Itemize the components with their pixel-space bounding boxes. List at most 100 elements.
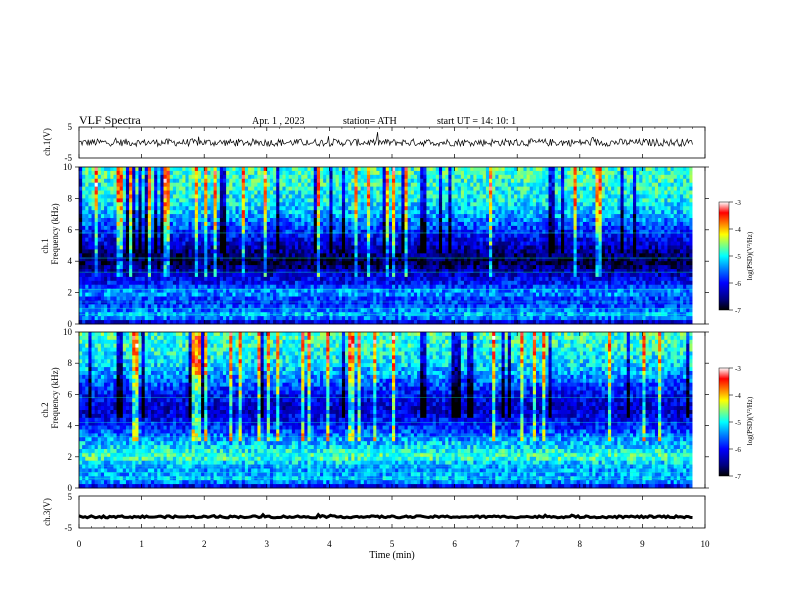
spectrogram-cell [326,194,330,199]
spectrogram-cell [188,167,193,172]
spectrogram-cell [492,167,496,172]
spectrogram-cell [654,174,659,180]
spectrogram-cell [357,225,362,231]
spectrogram-cell [229,186,233,191]
spectrogram-cell [169,229,174,235]
spectrogram-cell [545,237,549,242]
spectrogram-cell [232,245,236,250]
spectrogram-cell [348,206,352,211]
spectrogram-cell [229,167,233,172]
spectrogram-cell [291,257,296,262]
spectrogram-cell [523,229,527,235]
spectrogram-cell [360,167,365,172]
spectrogram-cell [601,253,606,258]
spectrogram-cell [601,182,606,188]
spectrogram-cell [213,174,218,180]
spectrogram-cell [370,221,374,227]
spectrogram-cell [204,229,208,235]
spectrogram-cell [532,198,537,203]
spectrogram-cell [294,210,299,215]
spectrogram-cell [294,182,299,188]
spectrogram-cell [332,174,337,180]
spectrogram-cell [651,229,656,235]
spectrogram-cell [194,206,199,211]
spectrogram-cell [573,182,578,188]
spectrogram-cell [188,241,193,246]
spectrogram-cell [385,218,390,223]
spectrogram-cell [104,198,108,203]
spectrogram-cell [207,198,211,203]
spectrogram-cell [482,202,487,207]
spectrogram-cell [573,170,578,176]
spectrogram-cell [160,174,164,180]
station-label: station= ATH [343,116,397,127]
spectrogram-cell [94,210,99,215]
spectrogram-cell [160,210,164,215]
spectrogram-cell [226,214,230,219]
spectrogram-cell [341,229,346,235]
spectrogram-cell [273,178,277,184]
spectrogram-cell [435,202,440,207]
spectrogram-cell [651,170,656,176]
spectrogram-cell [147,178,152,184]
spectrogram-cell [576,233,581,239]
spectrogram-cell [307,225,312,231]
spectrogram-cell [94,178,99,184]
spectrogram-cell [448,233,452,239]
spectrogram-cell [341,257,346,262]
spectrogram-cell [520,229,524,235]
spectrogram-cell [451,182,455,188]
spectrogram-cell [307,170,312,176]
spectrogram-cell [648,190,653,195]
spectrogram-cell [661,202,665,207]
spectrogram-cell [498,170,502,176]
spectrogram-cell [498,182,502,188]
spectrogram-cell [172,210,177,215]
spectrogram-cell [301,170,305,176]
spectrogram-cell [370,257,374,262]
spectrogram-cell [241,194,246,199]
spectrogram-cell [197,241,202,246]
spectrogram-cell [579,221,584,227]
spectrogram-cell [686,202,690,207]
spectrogram-cell [94,190,99,195]
spectrogram-cell [207,225,211,231]
spectrogram-cell [166,178,171,184]
spectrogram-cell [366,253,371,258]
spectrogram-cell [589,170,593,176]
spectrogram-cell [263,170,268,176]
spectrogram-cell [332,221,337,227]
spectrogram-cell [385,214,390,219]
spectrogram-cell [451,218,455,223]
spectrogram-cell [626,221,631,227]
spectrogram-cell [232,182,236,188]
spectrogram-cell [489,249,493,254]
spectrogram-cell [122,218,127,223]
spectrogram-cell [504,253,509,258]
spectrogram-cell [501,237,506,242]
spectrogram-cell [379,178,384,184]
spectrogram-cell [654,261,659,266]
spectrogram-cell [163,245,168,250]
spectrogram-cell [557,190,562,195]
spectrogram-cell [363,178,368,184]
spectrogram-cell [235,249,240,254]
spectrogram-cell [539,174,543,180]
spectrogram-cell [194,249,199,254]
spectrogram-cell [423,182,427,188]
spectrogram-cell [135,214,139,219]
spectrogram-cell [313,174,318,180]
spectrogram-cell [363,167,368,172]
spectrogram-cell [523,182,527,188]
spectrogram-cell [485,170,490,176]
spectrogram-cell [257,233,261,239]
spectrogram-cell [648,178,653,184]
spectrogram-cell [445,249,449,254]
spectrogram-cell [94,198,99,203]
spectrogram-cell [160,194,164,199]
spectrogram-cell [197,233,202,239]
spectrogram-cell [104,210,108,215]
spectrogram-cell [689,221,693,227]
spectrogram-cell [429,218,434,223]
spectrogram-cell [238,210,243,215]
